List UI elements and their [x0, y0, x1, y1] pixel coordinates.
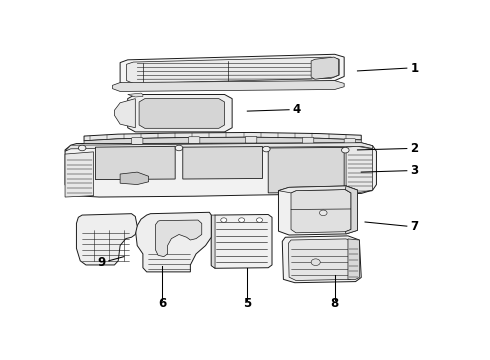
- Circle shape: [263, 146, 270, 152]
- Circle shape: [311, 259, 320, 266]
- Polygon shape: [65, 152, 94, 197]
- Polygon shape: [346, 146, 372, 193]
- Circle shape: [175, 145, 183, 151]
- Polygon shape: [268, 148, 344, 193]
- Polygon shape: [348, 239, 359, 279]
- Polygon shape: [139, 99, 224, 128]
- FancyBboxPatch shape: [344, 139, 356, 145]
- Polygon shape: [65, 143, 372, 151]
- Polygon shape: [211, 215, 272, 268]
- Polygon shape: [278, 186, 358, 235]
- Circle shape: [220, 218, 227, 222]
- Polygon shape: [84, 137, 361, 144]
- Polygon shape: [155, 220, 202, 257]
- Polygon shape: [288, 239, 356, 280]
- FancyBboxPatch shape: [189, 137, 200, 143]
- Polygon shape: [183, 147, 263, 179]
- Circle shape: [239, 218, 245, 222]
- FancyBboxPatch shape: [302, 137, 314, 144]
- Text: 9: 9: [97, 256, 105, 269]
- FancyBboxPatch shape: [245, 136, 257, 143]
- Text: 2: 2: [410, 142, 418, 155]
- Polygon shape: [113, 81, 344, 91]
- Polygon shape: [211, 215, 215, 268]
- Text: 8: 8: [331, 297, 339, 310]
- Polygon shape: [115, 99, 135, 128]
- Polygon shape: [128, 93, 143, 97]
- Text: 1: 1: [410, 62, 418, 75]
- Polygon shape: [84, 132, 361, 141]
- Circle shape: [319, 210, 327, 216]
- Polygon shape: [96, 146, 175, 180]
- Polygon shape: [282, 236, 361, 283]
- Polygon shape: [345, 186, 358, 234]
- Text: 7: 7: [410, 220, 418, 233]
- Polygon shape: [76, 214, 137, 265]
- FancyBboxPatch shape: [131, 138, 143, 144]
- Polygon shape: [291, 190, 351, 233]
- Circle shape: [256, 218, 263, 222]
- Text: 6: 6: [158, 297, 166, 310]
- Text: 3: 3: [410, 164, 418, 177]
- Polygon shape: [120, 172, 148, 185]
- Polygon shape: [126, 57, 339, 84]
- Polygon shape: [120, 54, 344, 86]
- Text: 4: 4: [293, 103, 301, 116]
- Polygon shape: [311, 57, 339, 79]
- Polygon shape: [278, 186, 358, 193]
- Polygon shape: [128, 94, 232, 132]
- Text: 5: 5: [243, 297, 251, 310]
- Circle shape: [342, 148, 349, 153]
- Polygon shape: [65, 143, 376, 197]
- Polygon shape: [135, 212, 211, 272]
- Circle shape: [78, 145, 86, 151]
